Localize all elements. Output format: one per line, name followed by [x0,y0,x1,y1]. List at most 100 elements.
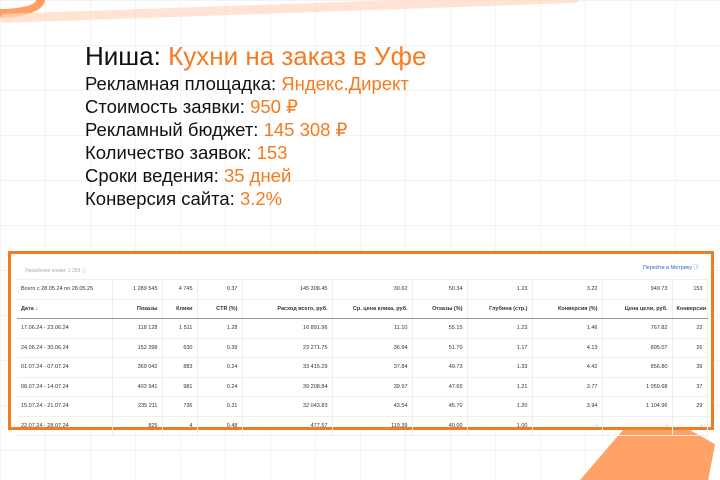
table-cell: 01.07.24 - 07.07.24 [17,357,113,378]
table-cell: 43.54 [332,396,413,417]
table-cell: 22.07.24 - 28.07.24 [17,416,113,436]
table-cell: 45.70 [412,396,468,417]
table-cell: 55.15 [412,318,468,339]
table-cell: 1 511 [162,318,198,339]
table-cell: 17.06.24 - 23.06.24 [17,318,113,339]
info-line: Количество заявок: 153 [85,141,426,164]
table-cell: 39 [672,357,708,378]
table-cell: 08.07.24 - 14.07.24 [17,377,113,397]
table-cell: 1.28 [197,318,243,339]
table-cell: 369 042 [112,357,163,378]
table-cell: 1.33 [467,357,533,378]
table-cell: 22 [672,318,708,339]
table-cell: 0.31 [197,396,243,417]
table-cell: 949.73 [602,279,673,300]
table-cell: 3.94 [532,396,603,417]
info-line: Рекламная площадка: Яндекс.Директ [85,72,426,95]
invalid-clicks-note: Нерабочие клики: 1 269 ⓘ [25,268,87,274]
decor-stroke [0,0,580,23]
report-table: Всего с 28.05.24 по 28.05.25 1 289 545 4 7… [17,279,708,436]
table-cell: 895.07 [602,338,673,358]
table-cell: 32 043.83 [242,396,333,417]
table-cell: 3.77 [532,377,603,397]
table-cell: 1 104.96 [602,396,673,417]
table-cell: 0.48 [197,416,243,436]
table-cell: 39 208.84 [242,377,333,397]
table-cell: 16 891.96 [242,318,333,339]
table-cell: 736 [162,396,198,417]
column-header[interactable]: CTR (%) [197,299,243,319]
table-row: 24.06.24 - 30.06.24 152 398 630 0.39 23 271.… [17,338,708,358]
table-cell: 15.07.24 - 21.07.24 [17,396,113,417]
table-cell: 767.82 [602,318,673,339]
table-cell: 0.24 [197,377,243,397]
table-cell: 47.65 [412,377,468,397]
info-value: 950 ₽ [250,96,298,117]
table-cell: 23 271.75 [242,338,333,358]
report-panel: Нерабочие клики: 1 269 ⓘ Перейти в Метри… [8,251,714,436]
table-cell: Всего с 28.05.24 по 28.05.25 [17,279,113,300]
table-cell: 4 745 [162,279,198,300]
table-cell: 1.23 [467,318,533,339]
table-cell: - [672,416,708,436]
column-header[interactable]: Конверсии [672,299,708,319]
table-cell: 24.06.24 - 30.06.24 [17,338,113,358]
column-header[interactable]: Глубина (стр.) [467,299,533,319]
table-cell: 4.42 [532,357,603,378]
info-label: Сроки ведения: [85,165,219,186]
table-cell: 1 059.68 [602,377,673,397]
column-header[interactable]: Дата ↓ [17,299,113,319]
info-value: 3.2% [239,188,283,209]
column-header[interactable]: Отказы (%) [412,299,468,319]
info-lines: Рекламная площадка: Яндекс.Директ Стоимос… [85,72,426,210]
info-line: Конверсия сайта: 3.2% [85,187,426,210]
table-cell: 49.73 [412,357,468,378]
header-row: Дата ↓ Показы Клики CTR (%) Расход всего, ру… [17,299,708,319]
info-value: Яндекс.Директ [281,73,409,94]
column-header[interactable]: Цена цели, руб. [602,299,673,319]
column-header[interactable]: Показы [112,299,163,319]
table-cell: 1.46 [532,318,603,339]
table-cell: 50.34 [412,279,468,300]
table-cell: 1.21 [467,377,533,397]
table-cell: 33 415.29 [242,357,333,378]
table-cell: 118 128 [112,318,163,339]
table-cell: 39.97 [332,377,413,397]
column-header[interactable]: Расход всего, руб. [242,299,333,319]
niche-line: Ниша: Кухни на заказ в Уфе [85,40,426,72]
table-cell: 1.00 [467,416,533,436]
table-cell: 0.24 [197,357,243,378]
info-label: Рекламная площадка: [85,73,277,94]
table-cell: 1.20 [467,396,533,417]
table-cell: 40.00 [412,416,468,436]
table-cell: 1.23 [467,279,533,300]
table-cell: 51.70 [412,338,468,358]
table-cell: - [532,416,603,436]
table-cell: 119.39 [332,416,413,436]
info-line: Сроки ведения: 35 дней [85,164,426,187]
column-header[interactable]: Конверсия (%) [532,299,603,319]
table-row: 01.07.24 - 07.07.24 369 042 883 0.24 33 415.… [17,357,708,378]
table-row: 08.07.24 - 14.07.24 403 941 981 0.24 39 208.… [17,377,708,397]
table-cell: 981 [162,377,198,397]
niche-label: Ниша: [85,41,161,71]
table-cell: 403 941 [112,377,163,397]
column-header[interactable]: Ср. цена клика, руб. [332,299,413,319]
table-cell: 1 289 545 [112,279,163,300]
table-cell: 825 [112,416,163,436]
table-cell: 29 [672,396,708,417]
table-cell: 152 398 [112,338,163,358]
table-cell: 36.94 [332,338,413,358]
table-cell: 477.57 [242,416,333,436]
column-header[interactable]: Клики [162,299,198,319]
info-value: 145 308 ₽ [263,119,348,140]
table-row: 22.07.24 - 28.07.24 825 4 0.48 477.57 119.39 4… [17,416,708,436]
table-cell: 4 [162,416,198,436]
metrika-link[interactable]: Перейти в Метрику ⓘ [642,265,699,271]
table-cell: 0.37 [197,279,243,300]
info-line: Стоимость заявки: 950 ₽ [85,95,426,118]
case-info: Ниша: Кухни на заказ в Уфе Рекламная пло… [85,40,426,210]
table-cell: 3.22 [532,279,603,300]
info-label: Рекламный бюджет: [85,119,259,140]
info-value: 35 дней [223,165,292,186]
